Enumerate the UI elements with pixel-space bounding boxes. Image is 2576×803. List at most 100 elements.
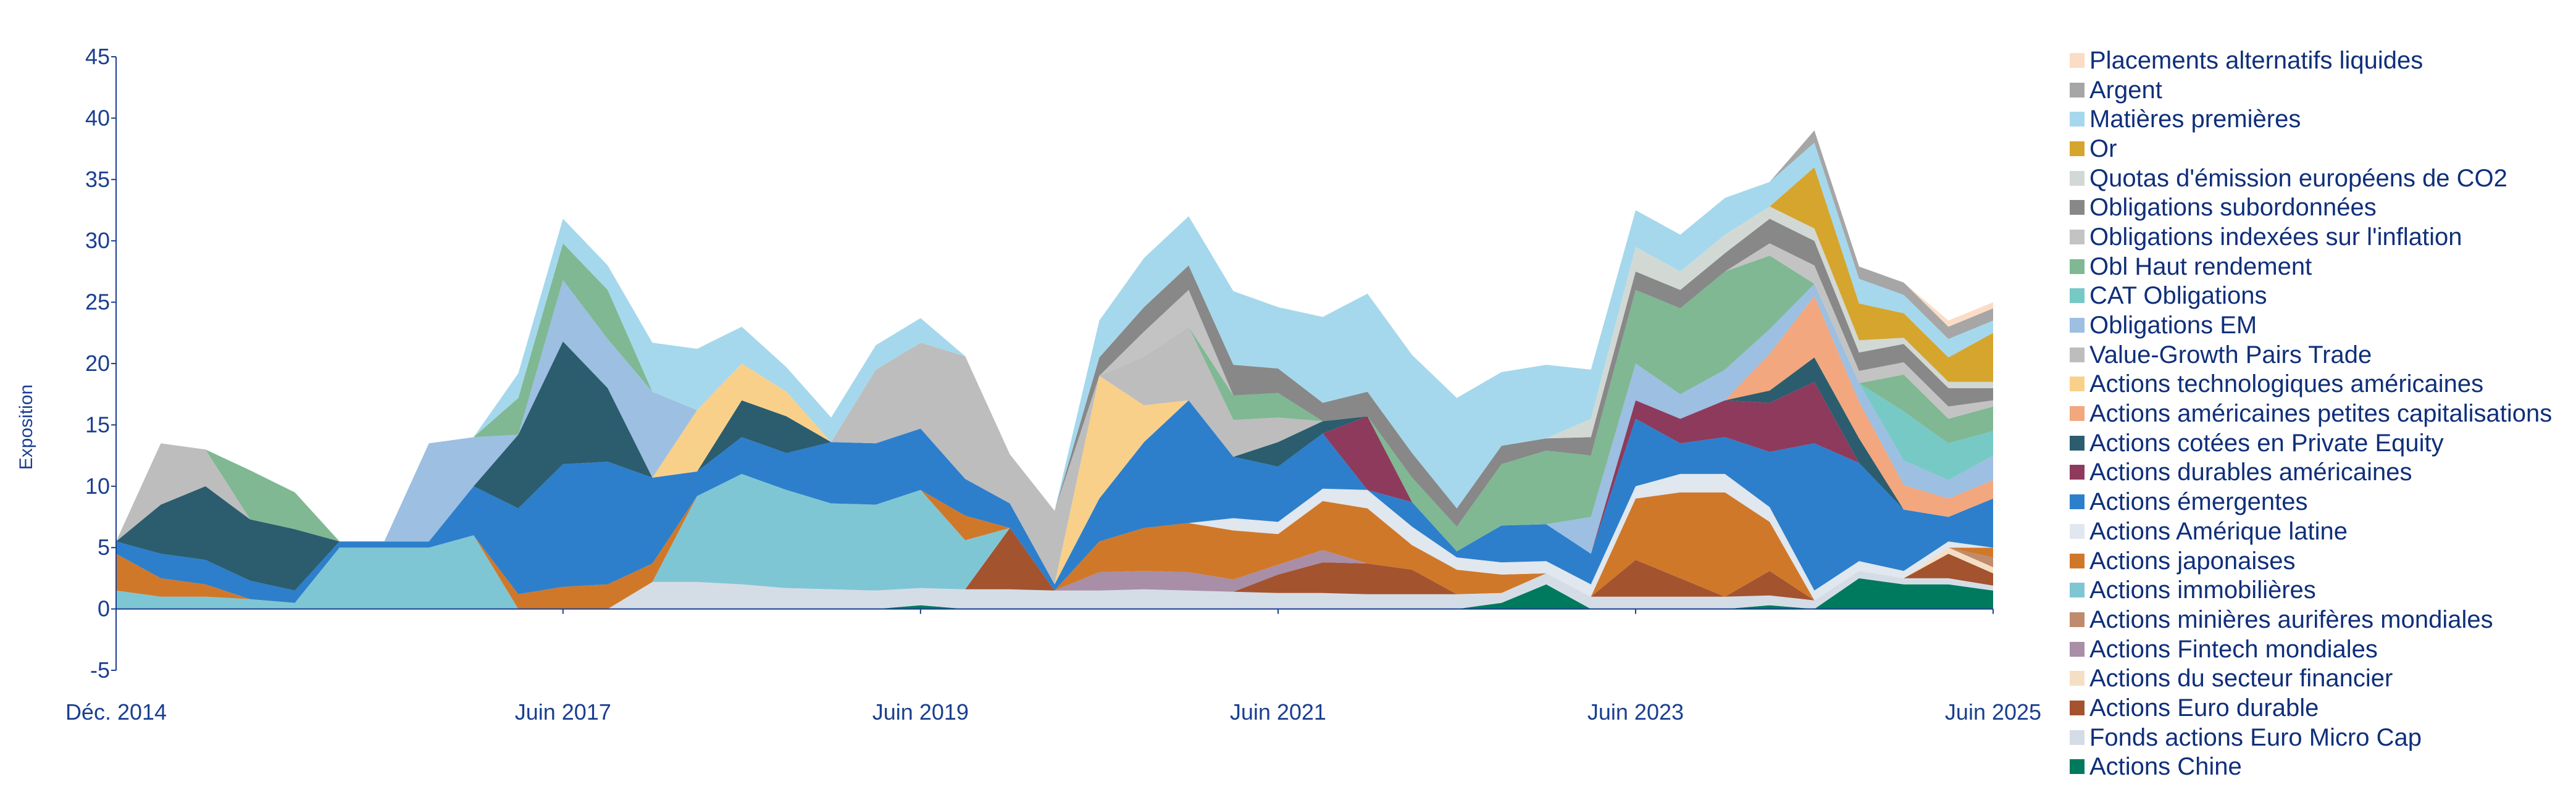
legend-label: Fonds actions Euro Micro Cap	[2089, 723, 2422, 751]
legend-item: Actions japonaises	[2070, 546, 2576, 576]
legend-label: Argent	[2089, 76, 2162, 104]
area-series-15	[116, 280, 1993, 554]
legend-item: Actions technologiques américaines	[2070, 370, 2576, 399]
legend-swatch	[2070, 318, 2085, 333]
legend-swatch	[2070, 288, 2085, 304]
x-tick-label: Déc. 2014	[65, 699, 167, 725]
y-tick-label: 0	[98, 596, 110, 622]
legend-item: Actions Chine	[2070, 752, 2576, 782]
legend-label: Actions technologiques américaines	[2089, 370, 2484, 398]
legend-label: Actions minières aurifères mondiales	[2089, 605, 2493, 633]
x-tick-label: Juin 2021	[1230, 699, 1326, 725]
y-tick-label: 40	[85, 105, 110, 130]
legend-item: Actions durables américaines	[2070, 458, 2576, 488]
legend-label: Actions Euro durable	[2089, 694, 2319, 722]
legend-swatch	[2070, 523, 2085, 539]
legend-label: Obligations EM	[2089, 312, 2257, 339]
legend-label: Actions cotées en Private Equity	[2089, 429, 2444, 457]
legend-label: Actions immobilières	[2089, 576, 2316, 604]
area-series-10	[116, 381, 1993, 591]
legend-label: Actions Fintech mondiales	[2089, 635, 2378, 663]
legend-swatch	[2070, 583, 2085, 598]
y-tick-label: 20	[85, 351, 110, 376]
area-series-14	[116, 296, 1993, 585]
legend-label: Obligations indexées sur l'inflation	[2089, 223, 2462, 251]
area-series-17	[116, 243, 1993, 552]
legend-swatch	[2070, 730, 2085, 745]
legend-swatch	[2070, 259, 2085, 274]
y-tick-label: -5	[90, 657, 110, 683]
legend-label: Or	[2089, 135, 2117, 162]
area-series-7	[116, 473, 1993, 609]
legend-label: Actions Amérique latine	[2089, 517, 2348, 545]
legend-item: Obl Haut rendement	[2070, 252, 2576, 281]
y-axis-title: Exposition	[16, 385, 36, 470]
legend-item: Value-Growth Pairs Trade	[2070, 340, 2576, 370]
x-tick-label: Juin 2019	[872, 699, 969, 725]
legend-label: Actions américaines petites capitalisati…	[2089, 400, 2553, 428]
legend-swatch	[2070, 170, 2085, 186]
legend-label: Actions du secteur financier	[2089, 665, 2393, 693]
legend-swatch	[2070, 347, 2085, 362]
legend-label: Obl Haut rendement	[2089, 252, 2312, 280]
legend-label: Actions durables américaines	[2089, 459, 2412, 486]
legend-item: Matières premières	[2070, 104, 2576, 134]
legend-item: Actions Euro durable	[2070, 693, 2576, 723]
area-series-11	[116, 341, 1993, 591]
x-axis-ticks: Déc. 2014 Juin 2017 Juin 2019 Juin 2021 Juin…	[65, 609, 2041, 725]
legend-swatch	[2070, 671, 2085, 686]
legend-swatch	[2070, 759, 2085, 775]
legend-item: Fonds actions Euro Micro Cap	[2070, 723, 2576, 752]
legend-item: Actions cotées en Private Equity	[2070, 428, 2576, 458]
legend-item: Obligations subordonnées	[2070, 193, 2576, 222]
legend-swatch	[2070, 229, 2085, 244]
y-tick-label: 25	[85, 289, 110, 315]
legend-label: Obligations subordonnées	[2089, 194, 2377, 222]
legend-item: CAT Obligations	[2070, 281, 2576, 311]
x-tick-label: Juin 2023	[1587, 699, 1684, 725]
legend-item: Actions Amérique latine	[2070, 517, 2576, 546]
legend-item: Argent	[2070, 75, 2576, 105]
y-tick-label: 5	[98, 535, 110, 560]
legend-swatch	[2070, 52, 2085, 68]
area-series-8	[116, 473, 1993, 603]
legend-label: CAT Obligations	[2089, 282, 2267, 310]
legend-label: Value-Growth Pairs Trade	[2089, 341, 2372, 368]
legend-item: Actions minières aurifères mondiales	[2070, 605, 2576, 634]
y-tick-label: 15	[85, 412, 110, 437]
legend-item: Actions Fintech mondiales	[2070, 634, 2576, 664]
legend-item: Quotas d'émission européens de CO2	[2070, 164, 2576, 193]
y-axis-ticks: -5 0 5 10 15 20 25 30 35 40 45	[85, 44, 116, 683]
legend-item: Obligations EM	[2070, 310, 2576, 340]
legend-item: Actions américaines petites capitalisati…	[2070, 399, 2576, 428]
x-tick-label: Juin 2017	[515, 699, 611, 725]
legend-swatch	[2070, 494, 2085, 510]
legend-label: Actions japonaises	[2089, 547, 2296, 575]
area-series-0	[116, 578, 1993, 609]
legend-item: Placements alternatifs liquides	[2070, 46, 2576, 75]
area-series-21	[116, 167, 1993, 542]
legend-item: Actions du secteur financier	[2070, 664, 2576, 693]
area-series-19	[116, 218, 1993, 542]
legend-item: Or	[2070, 134, 2576, 164]
legend-label: Placements alternatifs liquides	[2089, 46, 2423, 74]
legend-swatch	[2070, 612, 2085, 627]
legend-item: Obligations indexées sur l'inflation	[2070, 222, 2576, 252]
legend-swatch	[2070, 553, 2085, 568]
area-series-6	[116, 473, 1993, 609]
legend-swatch	[2070, 435, 2085, 451]
legend-label: Quotas d'émission européens de CO2	[2089, 164, 2507, 192]
legend-label: Actions Chine	[2089, 753, 2242, 781]
legend-label: Matières premières	[2089, 106, 2301, 133]
area-series-group	[116, 130, 1993, 609]
legend-item: Actions émergentes	[2070, 487, 2576, 517]
legend-swatch	[2070, 641, 2085, 657]
y-tick-label: 30	[85, 228, 110, 253]
legend-swatch	[2070, 200, 2085, 215]
area-series-1	[116, 571, 1993, 609]
area-series-9	[116, 400, 1993, 603]
legend-swatch	[2070, 406, 2085, 422]
y-tick-label: 35	[85, 167, 110, 192]
